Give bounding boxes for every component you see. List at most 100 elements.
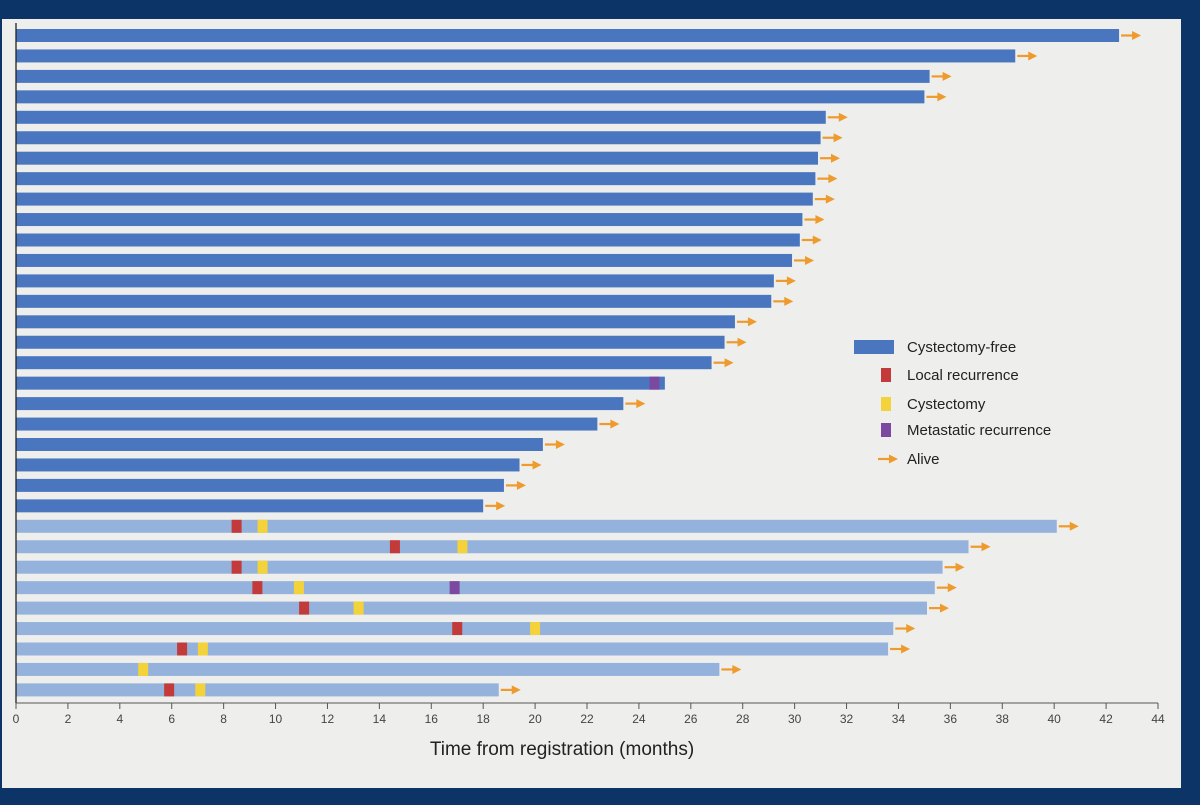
arrow-head: [838, 112, 848, 122]
alive-arrow: [929, 603, 950, 613]
patient-bar: [16, 49, 1016, 63]
alive-arrow: [500, 685, 521, 695]
alive-arrow: [890, 644, 911, 654]
patient-bar: [16, 29, 1120, 42]
patient-bar: [16, 274, 774, 288]
patient-bar: [16, 438, 543, 451]
x-tick-label: 2: [65, 712, 72, 726]
arrow-head: [496, 501, 506, 511]
patient-bar: [16, 110, 826, 124]
patient-bar: [16, 213, 803, 227]
alive-arrow: [713, 358, 734, 368]
alive-arrow: [794, 255, 815, 265]
x-tick-label: 24: [632, 712, 646, 726]
patient-bar: [16, 192, 813, 206]
patient-bar: [16, 151, 818, 165]
cystectomy-marker: [138, 662, 149, 676]
arrow-head: [805, 255, 815, 265]
arrow-head: [747, 317, 757, 327]
arrow-head: [511, 685, 521, 695]
alive-arrow: [926, 92, 947, 102]
legend-swatch: [881, 368, 891, 382]
alive-arrow: [625, 399, 646, 409]
metastatic-marker: [649, 376, 660, 390]
metastatic-marker: [449, 581, 460, 595]
alive-arrow: [819, 153, 840, 163]
alive-arrow: [599, 419, 620, 429]
swimmer-plot: 0 2 4 6 8 10 12 14 16 18 20 22 24 26 28 30 32 34 36 38 40 42 4…: [13, 23, 1165, 760]
x-tick-label: 34: [892, 712, 906, 726]
legend-label: Metastatic recurrence: [907, 422, 1051, 439]
alive-arrows: [485, 31, 1142, 695]
alive-arrow: [721, 664, 742, 674]
alive-arrow: [773, 296, 794, 306]
alive-arrow: [970, 542, 991, 552]
alive-arrow: [801, 235, 822, 245]
alive-arrow: [895, 624, 916, 634]
arrow-head: [784, 296, 794, 306]
x-tick-label: 14: [373, 712, 387, 726]
alive-arrow: [485, 501, 506, 511]
patient-bar: [16, 253, 793, 267]
legend-swatch: [881, 423, 891, 437]
patient-bar: [16, 683, 499, 697]
alive-arrow: [1121, 31, 1142, 40]
arrow-head: [610, 419, 620, 429]
cystectomy-marker: [293, 581, 304, 595]
arrow-head: [516, 480, 526, 490]
alive-arrow: [814, 194, 835, 204]
patient-bar: [16, 69, 930, 83]
x-tick-label: 18: [477, 712, 491, 726]
alive-arrow: [1017, 51, 1038, 61]
arrow-head: [955, 562, 965, 572]
x-tick-label: 20: [528, 712, 542, 726]
x-tick-label: 10: [269, 712, 283, 726]
x-tick-label: 30: [788, 712, 802, 726]
cystectomy-marker: [257, 519, 268, 533]
patient-bars: [16, 29, 1120, 697]
arrow-head: [786, 276, 796, 286]
legend-item-local: Local recurrence: [881, 367, 1019, 384]
event-markers: [138, 376, 660, 697]
arrow-head: [812, 235, 822, 245]
patient-bar: [16, 417, 598, 431]
arrow-head: [724, 358, 734, 368]
local-marker: [164, 683, 175, 697]
patient-bar: [16, 499, 484, 513]
local-marker: [231, 519, 242, 533]
arrow-head: [737, 337, 747, 347]
patient-bar: [16, 294, 772, 308]
legend-label: Local recurrence: [907, 367, 1019, 384]
arrow-head: [830, 153, 840, 163]
patient-bar: [16, 478, 504, 492]
arrow-head: [636, 399, 646, 409]
cystectomy-marker: [195, 683, 206, 697]
arrow-head: [532, 460, 542, 470]
legend-arrow: [878, 454, 898, 464]
x-tick-label: 44: [1151, 712, 1165, 726]
x-tick-label: 16: [425, 712, 439, 726]
arrow-head: [1069, 521, 1079, 531]
arrow-head: [732, 664, 742, 674]
arrow-head: [1028, 51, 1038, 61]
patient-bar: [16, 376, 665, 390]
alive-arrow: [804, 215, 825, 225]
cystectomy-marker: [257, 560, 268, 574]
local-marker: [252, 581, 263, 595]
legend-item-alive: Alive: [878, 451, 940, 468]
arrow-head: [937, 92, 947, 102]
arrow-head: [901, 644, 911, 654]
legend-item-cystectomy-free: Cystectomy-free: [854, 339, 1016, 356]
x-tick-label: 22: [580, 712, 594, 726]
patient-bar: [16, 233, 800, 247]
legend-label: Cystectomy: [907, 396, 986, 413]
cystectomy-marker: [197, 642, 208, 656]
legend-swatch: [881, 397, 891, 411]
alive-arrow: [505, 480, 526, 490]
arrow-head: [942, 71, 952, 81]
arrow-head: [947, 583, 957, 593]
arrow-head: [1132, 31, 1142, 40]
alive-arrow: [775, 276, 796, 286]
x-tick-label: 26: [684, 712, 698, 726]
legend-item-metastatic: Metastatic recurrence: [881, 422, 1051, 439]
